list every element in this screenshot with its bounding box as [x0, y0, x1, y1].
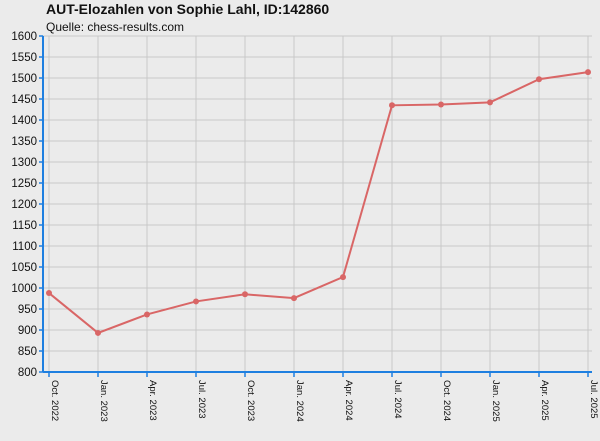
- y-tick-label: 1000: [11, 283, 37, 295]
- y-tick-label: 1500: [11, 73, 37, 85]
- y-tick-label: 850: [18, 346, 37, 358]
- y-tick-label: 1200: [11, 199, 37, 211]
- x-tick-label: Jul. 2025: [588, 380, 599, 419]
- data-point: [536, 76, 542, 83]
- x-tick-label: Jul. 2024: [392, 380, 403, 419]
- data-point: [487, 99, 493, 106]
- x-tick-label: Oct. 2023: [245, 380, 256, 421]
- data-point: [95, 329, 101, 336]
- y-tick-label: 1150: [12, 220, 37, 232]
- x-tick-label: Jan. 2024: [294, 380, 305, 422]
- y-tick-label: 900: [18, 325, 37, 337]
- series-line: [48, 71, 589, 335]
- y-tick-label: 800: [18, 367, 37, 379]
- data-point: [242, 291, 248, 298]
- y-tick-label: 1300: [11, 157, 37, 169]
- y-tick-label: 1050: [11, 262, 37, 274]
- y-tick-label: 1250: [11, 178, 37, 190]
- x-tick-label: Apr. 2023: [147, 380, 158, 421]
- x-tick-label: Apr. 2025: [539, 380, 550, 421]
- data-point: [144, 311, 150, 318]
- data-point: [291, 295, 297, 302]
- y-tick-label: 1100: [12, 241, 37, 253]
- x-tick-label: Oct. 2024: [441, 380, 452, 421]
- y-tick-label: 1450: [11, 94, 37, 106]
- data-point: [193, 298, 199, 305]
- x-tick-label: Oct. 2022: [49, 380, 60, 421]
- y-tick-label: 1350: [11, 136, 37, 148]
- x-tick-label: Jan. 2025: [490, 380, 501, 422]
- data-point: [438, 101, 444, 108]
- y-tick-label: 1600: [11, 31, 37, 43]
- data-point: [340, 274, 346, 281]
- x-tick-label: Apr. 2024: [343, 380, 354, 421]
- y-tick-label: 1400: [11, 115, 37, 127]
- chart-subtitle: Quelle: chess-results.com: [46, 20, 185, 34]
- data-point: [389, 102, 395, 109]
- data-point: [46, 290, 52, 297]
- data-point: [585, 69, 591, 76]
- y-tick-label: 950: [18, 304, 37, 316]
- x-tick-label: Jul. 2023: [196, 380, 207, 419]
- y-tick-label: 1550: [11, 52, 37, 64]
- x-tick-label: Jan. 2023: [98, 380, 109, 422]
- chart-title: AUT-Elozahlen von Sophie Lahl, ID:142860: [46, 1, 330, 17]
